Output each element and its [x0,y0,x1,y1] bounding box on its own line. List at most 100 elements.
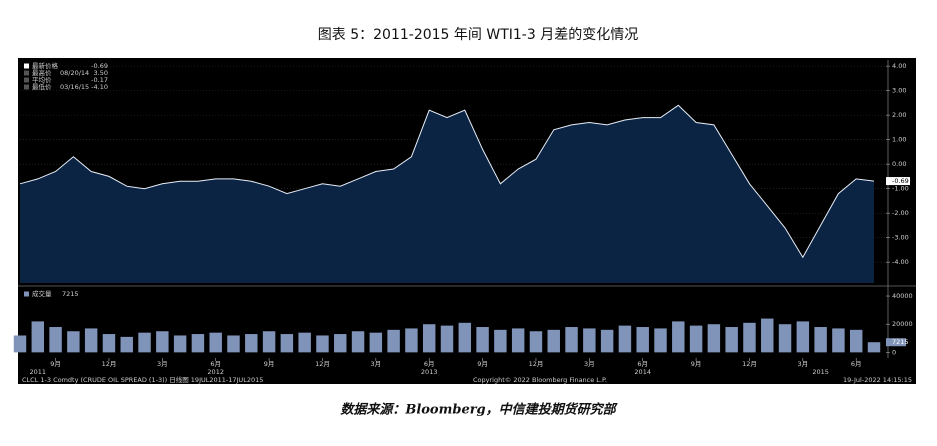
volume-bar [511,328,525,353]
y-tick-label: -3.00 [892,234,909,242]
volume-bar [743,322,756,353]
volume-bar [13,335,27,353]
volume-bar [245,334,258,353]
year-label: 2012 [207,368,224,376]
x-tick-label: 9月 [264,360,275,368]
volume-bar [102,334,116,353]
volume-bar [583,328,596,353]
volume-bar [298,332,311,353]
x-tick-label: 6月 [851,360,862,368]
legend-swatch [24,291,29,297]
y-tick-label: 1.00 [892,136,906,144]
legend-label: 最新价格 [32,61,59,70]
source: 数据来源：Bloomberg，中信建投期货研究部 [340,402,618,418]
y-tick-label: 0.00 [892,160,906,168]
x-tick-label: 6月 [424,360,435,368]
volume-bar [565,327,578,353]
volume-bar [191,334,205,353]
y-tick-label: 3.00 [892,87,906,95]
year-label: 2015 [812,368,829,376]
legend-swatch [24,84,29,90]
copyright: Copyright© 2022 Bloomberg Finance L.P. [473,376,607,384]
year-label: 2013 [421,368,438,376]
y-tick-label: 4.00 [892,62,906,70]
volume-bar [422,324,436,353]
volume-bar [796,321,810,353]
volume-bar [440,325,454,353]
y-tick-label: 2.00 [892,111,906,119]
volume-bar [156,331,169,353]
last-value-tag [886,338,906,347]
legend-label: 最低价 [32,82,52,91]
volume-bar [725,327,738,353]
legend-swatch [24,63,29,69]
volume-bar [778,324,792,353]
volume-bar [67,331,80,353]
year-label: 2011 [30,368,47,376]
volume-bar [458,322,472,353]
legend-date: 08/20/14 [60,69,89,77]
x-tick-label: 9月 [50,360,61,368]
volume-bar [262,331,276,353]
x-tick-label: 9月 [691,360,702,368]
volume-bar [832,328,845,353]
x-tick-label: 12月 [742,360,757,368]
y-tick-label: -4.00 [892,258,909,266]
y-tick-label: 20000 [892,320,913,328]
x-tick-label: 3月 [157,360,168,368]
x-tick-label: 12月 [102,360,117,368]
legend-label: 平均价 [32,75,52,84]
volume-bar [351,331,365,353]
volume-bar [600,329,614,353]
last-value-tag [886,177,910,186]
volume-bar [280,334,294,353]
volume-bar [369,332,383,353]
volume-bar [529,331,543,353]
volume-bar [636,327,649,353]
volume-bar [814,327,827,353]
volume-bar [476,327,489,353]
title: 图表 5：2011-2015 年间 WTI1-3 月差的变化情况 [318,27,638,43]
legend-label: 最高价 [32,68,52,77]
legend-value: -0.17 [91,76,108,84]
volume-bar [31,321,45,353]
legend-value: -0.69 [91,62,108,70]
volume-bar [654,328,667,353]
volume-bar [849,329,863,353]
legend-value: -4.10 [91,83,108,91]
last-value-label: 7215 [892,338,909,346]
y-tick-label: 0 [892,348,896,356]
volume-bar [316,335,329,353]
volume-bar [761,318,774,353]
volume-bar [173,335,187,353]
x-tick-label: 12月 [529,360,544,368]
x-tick-label: 9月 [477,360,488,368]
area [20,105,874,283]
timestamp: 19-Jul-2022 14:15:15 [843,376,912,384]
volume-bar [405,328,418,353]
footer-left: CLCL 1-3 Comdty (CRUDE OIL SPREAD (1-3))… [22,375,263,384]
volume-bar [120,336,133,353]
y-tick-label: -1.00 [892,185,909,193]
legend-date: 03/16/15 [60,83,89,91]
x-tick-label: 3月 [584,360,595,368]
line [19,104,875,259]
x-tick-label: 6月 [637,360,648,368]
last-value-label: -0.69 [892,177,909,185]
volume-bar [547,329,560,353]
legend-label: 成交量 [32,289,52,298]
y-tick-label: -2.00 [892,209,909,217]
legend-swatch [24,77,29,83]
year-label: 2014 [634,368,651,376]
volume-bar [618,325,632,353]
x-tick-label: 3月 [798,360,809,368]
volume-bar [138,332,151,353]
volume-bar [334,334,347,353]
x-tick-label: 6月 [210,360,221,368]
volume-bar [672,321,685,353]
x-tick-label: 3月 [371,360,382,368]
volume-bar [387,329,400,353]
y-tick-label: 40000 [892,292,913,300]
volume-bar [867,342,881,353]
